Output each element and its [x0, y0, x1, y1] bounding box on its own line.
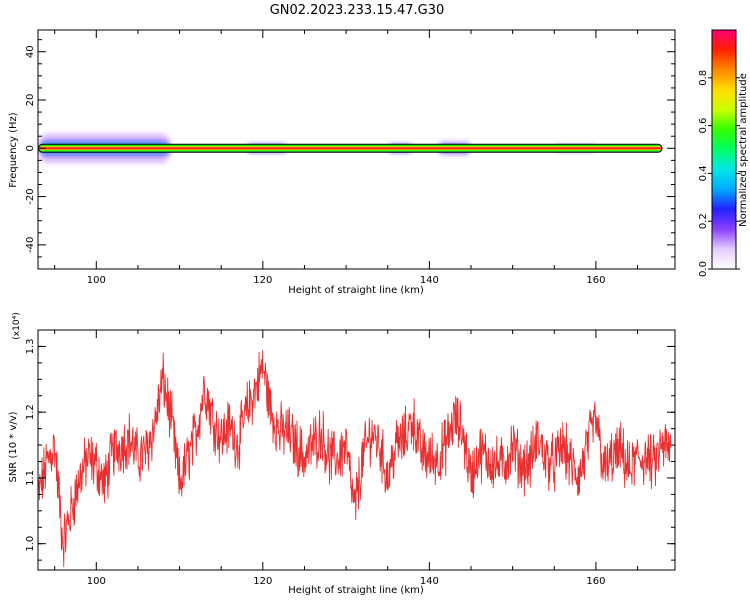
snr-y-multiplier: (x10⁴) — [12, 312, 22, 339]
snr-x-tick-label: 100 — [87, 576, 106, 587]
heatmap-x-tick-label: 120 — [253, 275, 272, 286]
colorbar-bar — [711, 29, 737, 270]
snr-panel: 100 120 140 160 1.0 1.1 1.2 1.3 Height of strai… — [8, 312, 676, 596]
colorbar-tick-label: 0.0 — [698, 261, 709, 277]
heatmap-x-tick-label: 100 — [87, 275, 106, 286]
heatmap-y-tick-label: 0 — [25, 145, 36, 151]
colorbar: 0.0 0.2 0.4 0.6 0.8 Normalized spectral ampl… — [698, 29, 749, 277]
heatmap-y-tick-label: 20 — [25, 94, 36, 107]
heatmap-y-axis-label: Frequency (Hz) — [8, 112, 19, 188]
heatmap-frame — [37, 29, 676, 270]
snr-series-line — [38, 349, 672, 568]
colorbar-tick-label: 0.2 — [698, 213, 709, 229]
snr-x-tick-label: 140 — [420, 576, 439, 587]
snr-x-axis-label: Height of straight line (km) — [288, 585, 424, 596]
snr-y-tick-label: 1.3 — [25, 338, 36, 354]
snr-y-tick-label: 1.0 — [25, 536, 36, 552]
heatmap-x-tick-label: 160 — [586, 275, 605, 286]
heatmap-y-tick-label: -20 — [25, 188, 36, 204]
heatmap-x-tick-label: 140 — [420, 275, 439, 286]
heatmap-panel: 100 120 140 160 -40 -20 0 20 40 Height of straig… — [8, 29, 676, 296]
snr-x-tick-label: 160 — [586, 576, 605, 587]
band-red — [39, 147, 662, 150]
figure-title: GN02.2023.233.15.47.G30 — [270, 3, 445, 18]
colorbar-tick-label: 0.6 — [698, 118, 709, 134]
colorbar-tick-label: 0.4 — [698, 165, 709, 181]
colorbar-tick-label: 0.8 — [698, 70, 709, 86]
snr-y-tick-label: 1.2 — [25, 404, 36, 420]
heatmap-x-axis-label: Height of straight line (km) — [288, 285, 424, 296]
snr-x-tick-label: 120 — [253, 576, 272, 587]
snr-y-axis-label: SNR (10 * v/v) — [8, 411, 19, 482]
heatmap-y-tick-label: -40 — [25, 237, 36, 253]
snr-frame — [37, 329, 676, 571]
colorbar-ticks: 0.0 0.2 0.4 0.6 0.8 — [698, 70, 740, 277]
snr-plot-area — [38, 349, 672, 568]
heatmap-axes: 100 120 140 160 -40 -20 0 20 40 — [25, 30, 675, 286]
heatmap-y-tick-label: 40 — [25, 45, 36, 58]
snr-axes: 100 120 140 160 1.0 1.1 1.2 1.3 — [25, 329, 675, 587]
heatmap-plot-area — [38, 132, 663, 164]
snr-y-tick-label: 1.1 — [25, 470, 36, 486]
colorbar-label: Normalized spectral amplitude — [738, 73, 749, 227]
